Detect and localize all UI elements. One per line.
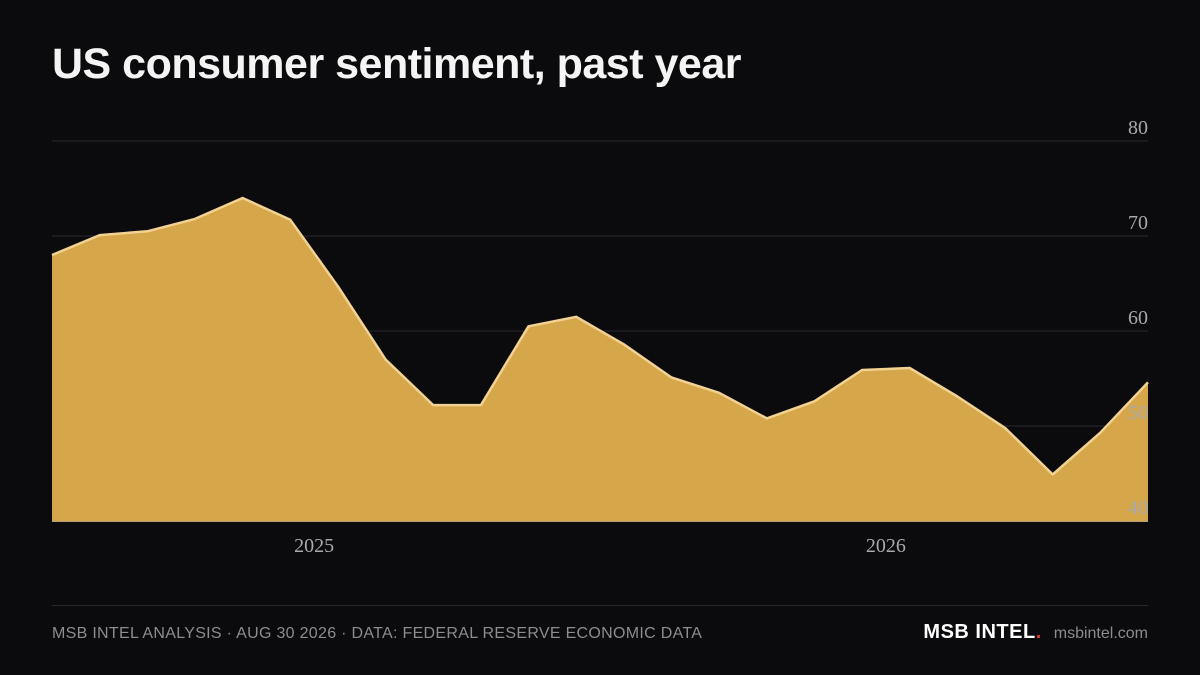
x-tick-label-2026: 2026	[866, 535, 906, 557]
site-link[interactable]: msbintel.com	[1053, 625, 1148, 642]
y-tick-label-70: 70	[1128, 212, 1148, 234]
chart-title: US consumer sentiment, past year	[52, 40, 741, 88]
footer-divider	[52, 605, 1148, 606]
brand-logo: MSB INTEL.	[923, 621, 1042, 643]
sentiment-area	[52, 198, 1148, 521]
sentiment-line	[51, 196, 1149, 476]
y-tick-label-40: 40	[1128, 497, 1148, 519]
x-tick-label-2025: 2025	[294, 535, 334, 557]
tick-labels: 40 50 60 70 80 2025 2026	[294, 117, 1148, 557]
footer-source: MSB INTEL ANALYSIS · AUG 30 2026 · DATA:…	[52, 625, 703, 642]
y-tick-label-50: 50	[1128, 402, 1148, 424]
y-tick-label-60: 60	[1128, 307, 1148, 329]
footer-brand-block: MSB INTEL. msbintel.com	[923, 621, 1148, 644]
y-tick-label-80: 80	[1128, 117, 1148, 139]
